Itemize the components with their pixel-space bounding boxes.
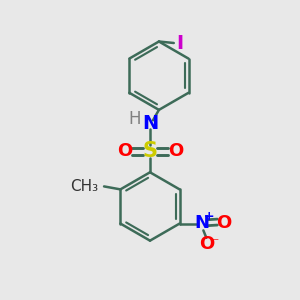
Text: N: N <box>142 114 158 133</box>
Text: O: O <box>168 142 183 160</box>
Text: +: + <box>203 210 214 223</box>
Text: O: O <box>117 142 132 160</box>
Text: O: O <box>216 214 231 232</box>
Text: ⁻: ⁻ <box>211 236 218 250</box>
Text: CH₃: CH₃ <box>70 179 98 194</box>
Text: H: H <box>128 110 141 128</box>
Text: I: I <box>177 34 184 52</box>
Text: N: N <box>194 214 209 232</box>
Text: O: O <box>199 236 214 253</box>
Text: S: S <box>142 142 158 161</box>
